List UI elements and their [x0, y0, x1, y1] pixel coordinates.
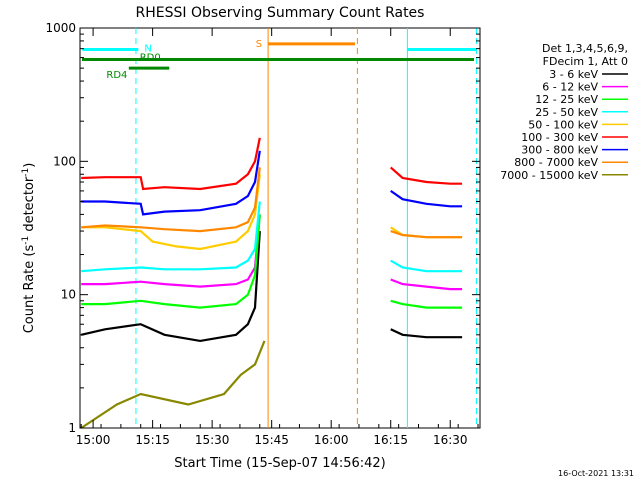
- y-tick-label: 1000: [45, 21, 76, 35]
- flag-rd4-label: RD4: [106, 70, 127, 81]
- series-line: [81, 214, 261, 309]
- series-line: [81, 201, 261, 273]
- x-tick-label: 15:45: [254, 433, 289, 447]
- series-line: [81, 174, 261, 251]
- legend-label: 6 - 12 keV: [542, 81, 598, 94]
- x-tick-label: 16:00: [314, 433, 349, 447]
- series-line: [81, 137, 261, 191]
- chart-title: RHESSI Observing Summary Count Rates: [136, 5, 425, 21]
- axis-ticks: 1 10 100 1000 15:00 15:15 15:30 15:45 16:00 16:15…: [45, 21, 480, 447]
- legend-label: 3 - 6 keV: [549, 68, 598, 81]
- x-tick-label: 15:15: [135, 433, 170, 447]
- timestamp: 16-Oct-2021 13:31: [558, 469, 634, 478]
- series-line-after-gap: [390, 259, 463, 273]
- x-tick-label: 16:15: [373, 433, 408, 447]
- series-layer: [80, 137, 463, 429]
- y-axis-label-sup1: -1: [21, 236, 31, 245]
- series-line-after-gap: [390, 189, 463, 208]
- series-line: [80, 340, 266, 429]
- x-tick-label: 15:00: [76, 433, 111, 447]
- y-axis-label-end: ): [22, 163, 37, 168]
- legend-label: 800 - 7000 keV: [514, 156, 598, 169]
- series-line-after-gap: [390, 230, 463, 239]
- series-line-after-gap: [390, 328, 463, 339]
- legend-header-1: Det 1,3,4,5,6,9,: [542, 42, 628, 55]
- legend-label: 300 - 800 keV: [521, 144, 598, 157]
- series-line: [81, 150, 261, 216]
- series-line-after-gap: [390, 278, 463, 291]
- flag-s-label: S: [256, 39, 262, 50]
- y-axis-label-main: Count Rate (s: [22, 245, 37, 334]
- flag-rd0-label: RD0: [140, 53, 161, 64]
- legend-label: 50 - 100 keV: [528, 118, 598, 131]
- legend-label: 7000 - 15000 keV: [500, 169, 598, 182]
- series-line: [80, 231, 261, 343]
- y-axis-label-mid: detector: [22, 176, 37, 236]
- y-tick-label: 100: [53, 154, 76, 168]
- legend: Det 1,3,4,5,6,9, FDecim 1, Att 0 3 - 6 k…: [500, 42, 628, 182]
- series-line-after-gap: [390, 299, 463, 309]
- legend-header-2: FDecim 1, Att 0: [543, 55, 628, 68]
- series-line: [81, 167, 261, 233]
- x-axis-label: Start Time (15-Sep-07 14:56:42): [174, 456, 385, 471]
- flag-n-label: N: [144, 43, 151, 54]
- y-axis-label-sup2: -1: [21, 168, 31, 177]
- annotations: S N RD4 RD0: [82, 28, 477, 428]
- legend-label: 25 - 50 keV: [535, 106, 598, 119]
- legend-label: 100 - 300 keV: [521, 131, 598, 144]
- series-line: [81, 214, 261, 288]
- x-tick-label: 15:30: [195, 433, 230, 447]
- y-tick-label: 10: [61, 288, 76, 302]
- y-tick-label: 1: [68, 421, 76, 435]
- series-line-after-gap: [389, 166, 463, 185]
- x-tick-label: 16:30: [433, 433, 468, 447]
- legend-label: 12 - 25 keV: [535, 93, 598, 106]
- y-axis-label: Count Rate (s-1 detector-1): [21, 163, 37, 334]
